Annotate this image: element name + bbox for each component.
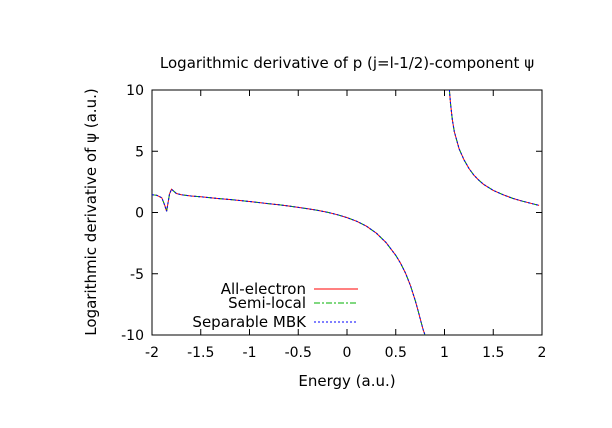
series-line-separable-mbk xyxy=(151,89,540,336)
y-axis-label: Logarithmic derivative of ψ (a.u.) xyxy=(82,88,100,335)
y-tick-label: 0 xyxy=(135,206,144,222)
legend-label-all-electron: All-electron xyxy=(221,280,306,298)
y-tick-label: -5 xyxy=(130,267,144,283)
chart-title: Logarithmic derivative of p (j=l-1/2)-co… xyxy=(160,54,534,72)
x-tick-label: 1.5 xyxy=(482,345,504,361)
y-tick-label: 10 xyxy=(126,83,144,99)
x-axis-ticks: -2 -1.5 -1 -0.5 0 0.5 1 1.5 2 xyxy=(145,90,546,361)
y-tick-label: -10 xyxy=(121,328,144,344)
x-tick-label: -0.5 xyxy=(285,345,312,361)
x-tick-label: -2 xyxy=(145,345,159,361)
series-line-all-electron xyxy=(151,89,540,336)
series-line-semi-local xyxy=(151,89,540,336)
y-axis-ticks: 10 5 0 -5 -10 xyxy=(121,83,542,344)
legend-label-semi-local: Semi-local xyxy=(228,294,306,312)
legend-label-separable-mbk: Separable MBK xyxy=(192,313,307,331)
y-tick-label: 5 xyxy=(135,144,144,160)
x-tick-label: 0 xyxy=(343,345,352,361)
plot-frame xyxy=(151,89,543,336)
x-tick-label: -1.5 xyxy=(187,345,214,361)
x-axis-label: Energy (a.u.) xyxy=(298,372,395,390)
x-tick-label: 0.5 xyxy=(385,345,407,361)
x-tick-label: -1 xyxy=(243,345,257,361)
series-lines xyxy=(151,89,540,336)
x-tick-label: 1 xyxy=(440,345,449,361)
x-tick-label: 2 xyxy=(538,345,547,361)
legend: All-electron Semi-local Separable MBK xyxy=(192,280,358,331)
